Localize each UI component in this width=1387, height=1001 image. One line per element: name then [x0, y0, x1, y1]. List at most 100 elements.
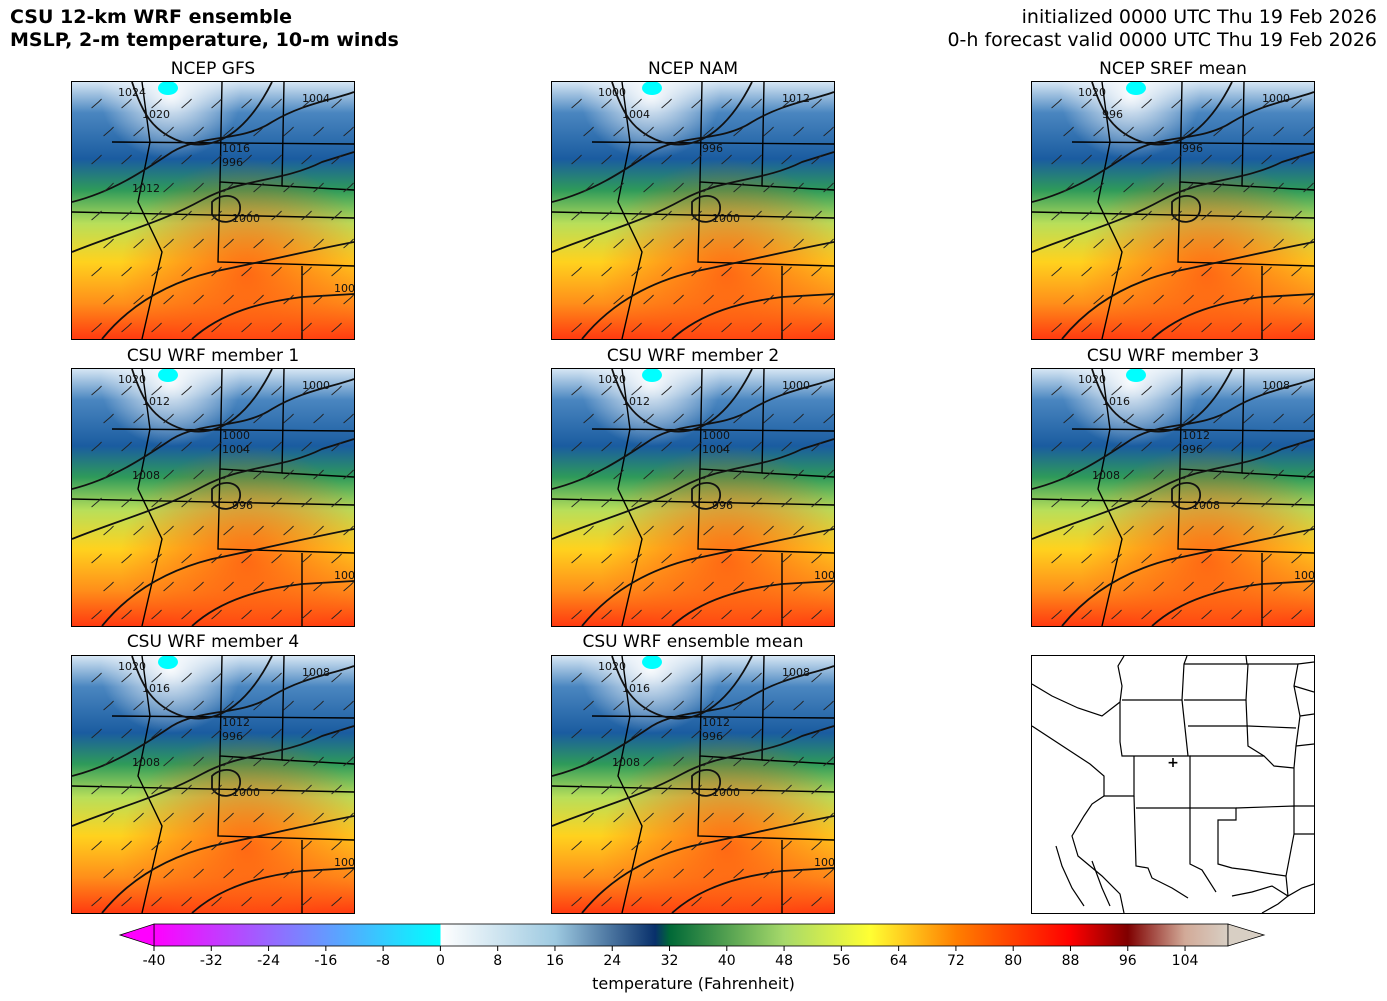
- wind-barb: [271, 497, 282, 508]
- isobar-label: 1012: [1182, 429, 1210, 442]
- wind-barb: [661, 896, 672, 907]
- wind-barb: [1141, 154, 1152, 165]
- colorbar-tick-label: 40: [718, 953, 736, 969]
- state-border: [1179, 82, 1245, 187]
- wind-barb: [223, 469, 234, 480]
- wind-barb: [811, 609, 822, 620]
- isobar-label: 1012: [132, 182, 160, 195]
- wind-barb: [1183, 238, 1194, 249]
- wind-barb: [241, 609, 252, 620]
- wind-barb: [811, 840, 822, 851]
- isobar: [211, 195, 241, 223]
- wind-barb: [613, 700, 624, 711]
- isobar-label: 1016: [622, 682, 650, 695]
- wind-barb: [583, 700, 594, 711]
- isobar: [1171, 195, 1201, 223]
- wind-barb: [223, 700, 234, 711]
- wind-barb: [571, 672, 582, 683]
- wind-barb: [781, 840, 792, 851]
- wind-barb: [283, 238, 294, 249]
- wind-barb: [781, 210, 792, 221]
- wind-barb: [601, 784, 612, 795]
- wind-barb: [181, 385, 192, 396]
- wind-barb: [613, 294, 624, 305]
- wind-barb: [223, 413, 234, 424]
- cold-region: [1032, 369, 1314, 626]
- wind-barb: [193, 812, 204, 823]
- wind-barb: [1081, 154, 1092, 165]
- cold-region: [552, 656, 834, 913]
- wind-barb: [133, 812, 144, 823]
- wind-barb: [631, 441, 642, 452]
- map-panel-member-3[interactable]: 1020 1016 1012 1008 1008 996 1004 1008: [1031, 368, 1315, 627]
- wind-barb: [1273, 126, 1284, 137]
- wind-barb: [1063, 182, 1074, 193]
- wind-barb: [1243, 413, 1254, 424]
- isobar: [72, 91, 354, 203]
- wind-barb: [583, 294, 594, 305]
- map-panel-ensemble-mean[interactable]: 1020 1016 1012 1008 1000 996 1004 1008: [551, 655, 835, 914]
- wind-barb: [643, 238, 654, 249]
- map-panel-nam[interactable]: 1000 1004 996 1012 1000: [551, 81, 835, 340]
- map-panel-member-1[interactable]: 1020 1012 1000 1000 996 1004 1008 1008: [71, 368, 355, 627]
- state-border: [219, 656, 285, 761]
- wind-barb: [163, 581, 174, 592]
- locator-map: +: [1031, 655, 1315, 914]
- wind-barb: [661, 553, 672, 564]
- panel-title-member-4: CSU WRF member 4: [126, 632, 300, 652]
- isobar: [101, 241, 354, 339]
- wind-barb: [271, 441, 282, 452]
- wind-barb: [1291, 98, 1302, 109]
- wind-barb: [1123, 238, 1134, 249]
- isobar: [1032, 91, 1314, 203]
- subzero-region: [1126, 82, 1146, 95]
- wind-barb: [1063, 525, 1074, 536]
- wind-barb: [211, 210, 222, 221]
- state-border: [1184, 663, 1249, 701]
- wind-barb: [673, 238, 684, 249]
- wind-barb: [571, 840, 582, 851]
- wind-barb: [793, 294, 804, 305]
- isobar-label: 996: [222, 156, 243, 169]
- wind-barb: [1093, 182, 1104, 193]
- wind-barb: [1153, 126, 1164, 137]
- isobar: [72, 725, 354, 827]
- wind-barb: [781, 609, 792, 620]
- wind-barb: [1123, 525, 1134, 536]
- map-panel-member-2[interactable]: 1020 1012 1000 1000 996 1004 1008: [551, 368, 835, 627]
- wind-barb: [1201, 609, 1212, 620]
- wind-barb: [601, 154, 612, 165]
- wind-barb: [1261, 553, 1272, 564]
- wind-barb: [223, 581, 234, 592]
- state-border: [1071, 428, 1314, 432]
- isobar-label: 1004: [302, 92, 330, 105]
- wind-barb: [571, 441, 582, 452]
- wind-barb: [643, 469, 654, 480]
- wind-barb: [661, 98, 672, 109]
- wind-barb: [1153, 525, 1164, 536]
- wind-barb: [103, 756, 114, 767]
- map-panel-sref[interactable]: 1020 996 996 1000: [1031, 81, 1315, 340]
- isobar-label: 1016: [1102, 395, 1130, 408]
- isobar: [191, 293, 354, 339]
- wind-barb: [121, 896, 132, 907]
- colorbar-label: temperature (Fahrenheit): [592, 974, 795, 993]
- isobar: [691, 769, 721, 797]
- isobar-label: 1020: [118, 660, 146, 673]
- wind-barb: [331, 210, 342, 221]
- temperature-map: 1000 1004 996 1012 1000: [552, 82, 834, 339]
- wind-barb: [1111, 154, 1122, 165]
- isobar-label: 1000: [702, 429, 730, 442]
- wind-barb: [1063, 413, 1074, 424]
- isobar: [191, 580, 354, 626]
- wind-barb: [781, 784, 792, 795]
- wind-barb: [751, 385, 762, 396]
- wind-barb: [1141, 322, 1152, 333]
- wind-barb: [103, 413, 114, 424]
- wind-barb: [151, 441, 162, 452]
- wind-barb: [313, 182, 324, 193]
- map-panel-member-4[interactable]: 1020 1016 1012 1008 1000 996 1004 1008: [71, 655, 355, 914]
- wind-barb: [661, 672, 672, 683]
- wind-barb: [1141, 98, 1152, 109]
- map-panel-gfs[interactable]: 1024 1020 1016 1004 1000 996 1008 1012: [71, 81, 355, 340]
